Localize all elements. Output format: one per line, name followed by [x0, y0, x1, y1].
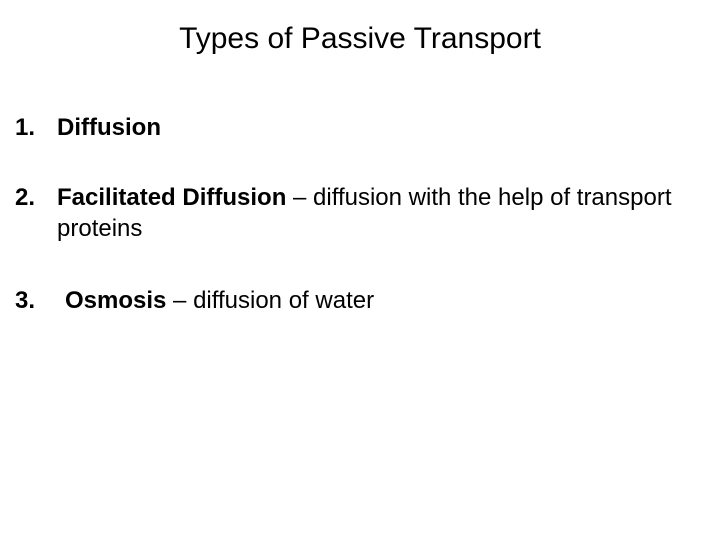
- item-definition: – diffusion of water: [166, 287, 374, 314]
- item-term: Diffusion: [57, 114, 161, 141]
- slide-title: Types of Passive Transport: [0, 22, 720, 56]
- item-content: Diffusion: [57, 112, 161, 143]
- item-term: Osmosis: [65, 287, 166, 314]
- item-number: 3.: [15, 285, 65, 316]
- item-content: Facilitated Diffusion – diffusion with t…: [57, 182, 677, 244]
- item-term: Facilitated Diffusion: [57, 184, 286, 211]
- item-content: Osmosis – diffusion of water: [65, 285, 374, 316]
- item-number: 2.: [15, 182, 57, 213]
- item-number: 1.: [15, 112, 57, 143]
- list-item-2: 2.Facilitated Diffusion – diffusion with…: [15, 182, 690, 244]
- list-item-3: 3.Osmosis – diffusion of water: [15, 285, 690, 316]
- list-item-1: 1.Diffusion: [15, 112, 690, 143]
